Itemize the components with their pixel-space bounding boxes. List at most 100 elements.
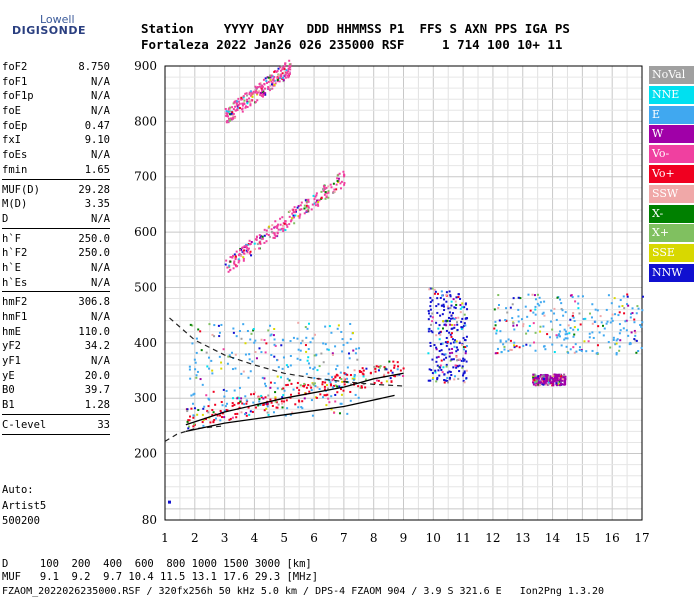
echo-point (433, 288, 436, 291)
echo-point (323, 187, 326, 190)
echo-point (341, 338, 344, 341)
echo-point (544, 377, 547, 380)
x-tick-label: 7 (340, 531, 348, 545)
echo-point (443, 379, 446, 382)
echo-point (248, 353, 251, 356)
echo-point (186, 408, 189, 411)
echo-point (532, 374, 535, 377)
echo-point (213, 324, 216, 327)
echo-point (346, 412, 349, 415)
echo-point (513, 346, 516, 349)
echo-point (324, 197, 327, 200)
footer-muf-line: MUF 9.1 9.2 9.7 10.4 11.5 13.1 17.6 29.3… (2, 571, 319, 583)
echo-point (607, 294, 610, 297)
echo-point (298, 216, 301, 219)
echo-point (246, 98, 249, 101)
echo-point (575, 350, 578, 353)
echo-point (448, 311, 451, 314)
echo-point (235, 102, 238, 105)
echo-point (453, 378, 456, 381)
echo-point (285, 223, 288, 226)
auto-label: Auto: (2, 484, 34, 496)
echo-point (256, 99, 259, 102)
echo-point (232, 108, 235, 111)
echo-point (453, 317, 456, 320)
echo-point (324, 188, 327, 191)
echo-point (193, 392, 196, 395)
echo-point (221, 416, 224, 419)
parameter-value: 34.2 (84, 340, 110, 353)
echo-point (319, 393, 322, 396)
echo-point (351, 331, 354, 334)
parameter-row: h`F2 250.0 (2, 246, 110, 261)
echo-point (277, 67, 280, 70)
echo-point (299, 349, 302, 352)
echo-point (313, 366, 316, 369)
echo-point (557, 381, 560, 384)
parameter-name: hmF1 (2, 311, 28, 323)
echo-point (310, 399, 313, 402)
echo-point (305, 372, 308, 375)
echo-point (254, 101, 257, 104)
echo-point (353, 369, 356, 372)
echo-point (563, 338, 566, 341)
echo-point (436, 376, 439, 379)
echo-point (186, 410, 189, 413)
x-tick-label: 11 (455, 531, 470, 545)
echo-point (551, 328, 554, 331)
echo-point (281, 406, 284, 409)
echo-point (270, 401, 273, 404)
echo-point (338, 412, 341, 415)
echo-point (259, 236, 262, 239)
echo-point (232, 397, 235, 400)
echo-point (538, 381, 541, 384)
echo-point (255, 90, 258, 93)
echo-point (218, 355, 221, 358)
echo-point (449, 342, 452, 345)
echo-point (503, 345, 506, 348)
echo-point (325, 186, 328, 189)
echo-point (327, 387, 330, 390)
echo-point (507, 349, 510, 352)
echo-point (438, 350, 441, 353)
echo-point (258, 400, 261, 403)
echo-point (503, 348, 506, 351)
echo-point (438, 332, 441, 335)
echo-cluster (224, 170, 346, 273)
x-tick-label: 3 (221, 531, 229, 545)
echo-point (243, 245, 246, 248)
echo-point (625, 319, 628, 322)
echo-point (533, 341, 536, 344)
echo-point (261, 95, 264, 98)
echo-point (509, 306, 512, 309)
echo-point (276, 69, 279, 72)
echo-point (285, 384, 288, 387)
echo-point (305, 350, 308, 353)
echo-point (431, 331, 434, 334)
echo-point (325, 404, 328, 407)
echo-point (286, 383, 289, 386)
echo-point (452, 358, 455, 361)
echo-cluster (224, 59, 292, 124)
echo-point (220, 401, 223, 404)
echo-point (455, 346, 458, 349)
echo-point (272, 77, 275, 80)
echo-point (306, 359, 309, 362)
echo-point (615, 342, 618, 345)
echo-point (234, 353, 237, 356)
echo-point (203, 405, 206, 408)
echo-point (277, 366, 280, 369)
echo-point (268, 89, 271, 92)
echo-point (252, 327, 255, 330)
echo-point (396, 368, 399, 371)
echo-point (466, 317, 469, 320)
echo-point (525, 332, 528, 335)
echo-point (267, 80, 270, 83)
echo-point (452, 366, 455, 369)
echo-point (453, 306, 456, 309)
echo-point (245, 249, 248, 252)
echo-point (465, 377, 468, 380)
echo-point (292, 211, 295, 214)
echo-point (334, 376, 337, 379)
echo-point (380, 381, 383, 384)
